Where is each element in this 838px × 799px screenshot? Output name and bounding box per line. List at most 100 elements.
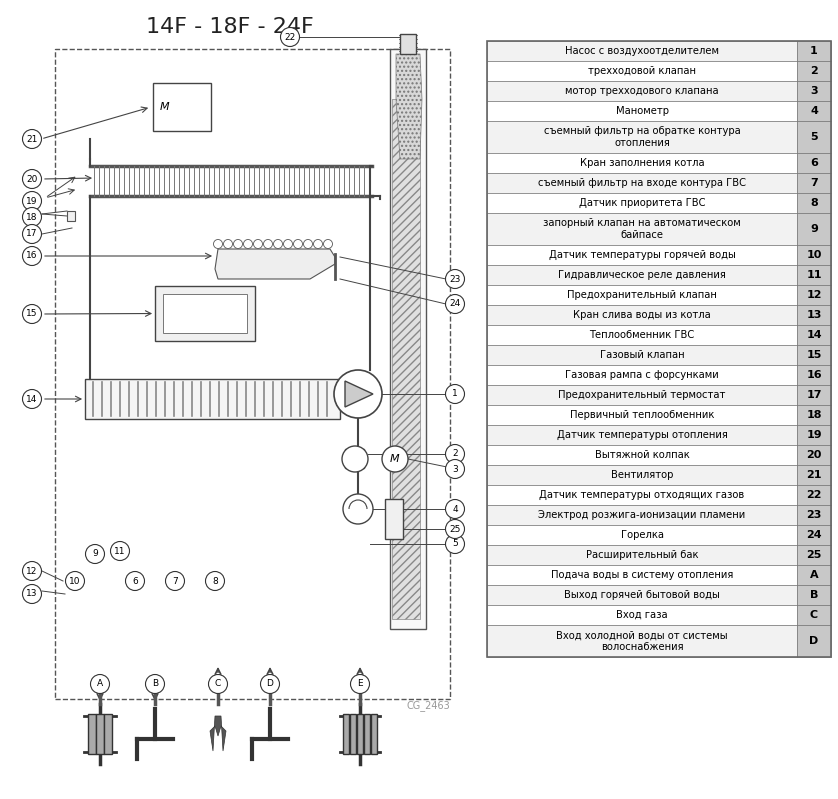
Bar bbox=[487, 245, 797, 265]
Text: 6: 6 bbox=[810, 158, 818, 168]
Text: 13: 13 bbox=[806, 310, 822, 320]
Circle shape bbox=[446, 499, 464, 519]
Text: 20: 20 bbox=[806, 450, 822, 460]
Bar bbox=[357, 714, 363, 754]
Bar bbox=[390, 49, 426, 629]
Bar bbox=[487, 625, 797, 657]
Text: 24: 24 bbox=[806, 530, 822, 540]
Text: Вентилятор: Вентилятор bbox=[611, 470, 673, 480]
Text: 11: 11 bbox=[806, 270, 822, 280]
Circle shape bbox=[165, 571, 184, 590]
Text: 13: 13 bbox=[26, 590, 38, 598]
Text: трехходовой клапан: трехходовой клапан bbox=[588, 66, 696, 76]
Bar bbox=[487, 565, 797, 585]
Text: 10: 10 bbox=[806, 250, 822, 260]
Bar bbox=[487, 61, 797, 81]
Text: Газовая рампа с форсунками: Газовая рампа с форсунками bbox=[565, 370, 719, 380]
Text: Предохранительный клапан: Предохранительный клапан bbox=[567, 290, 717, 300]
Bar bbox=[797, 525, 831, 545]
Bar bbox=[797, 81, 831, 101]
Bar bbox=[797, 193, 831, 213]
Circle shape bbox=[23, 169, 42, 189]
Circle shape bbox=[261, 674, 280, 694]
Bar bbox=[797, 545, 831, 565]
Bar bbox=[487, 121, 797, 153]
Bar bbox=[797, 245, 831, 265]
Bar bbox=[487, 101, 797, 121]
Bar bbox=[487, 285, 797, 305]
Text: B: B bbox=[152, 679, 158, 689]
Circle shape bbox=[111, 542, 130, 561]
Circle shape bbox=[23, 129, 42, 149]
Text: A: A bbox=[97, 679, 103, 689]
Circle shape bbox=[283, 240, 292, 248]
Circle shape bbox=[209, 674, 227, 694]
Bar bbox=[371, 714, 377, 754]
Bar bbox=[797, 345, 831, 365]
Circle shape bbox=[281, 27, 299, 46]
Circle shape bbox=[293, 240, 303, 248]
Circle shape bbox=[446, 269, 464, 288]
Text: съемный фильтр на входе контура ГВС: съемный фильтр на входе контура ГВС bbox=[538, 178, 746, 188]
Bar bbox=[797, 585, 831, 605]
Bar bbox=[487, 585, 797, 605]
Bar bbox=[797, 121, 831, 153]
Text: 1: 1 bbox=[453, 389, 458, 399]
Text: 10: 10 bbox=[70, 577, 80, 586]
Text: 16: 16 bbox=[806, 370, 822, 380]
Text: CG_2463: CG_2463 bbox=[406, 700, 450, 711]
Circle shape bbox=[342, 446, 368, 472]
Text: 17: 17 bbox=[806, 390, 822, 400]
Text: Вход газа: Вход газа bbox=[616, 610, 668, 620]
Text: мотор трехходового клапана: мотор трехходового клапана bbox=[565, 86, 719, 96]
Text: Газовый клапан: Газовый клапан bbox=[600, 350, 685, 360]
Text: 11: 11 bbox=[114, 547, 126, 555]
Circle shape bbox=[446, 459, 464, 479]
Text: Датчик температуры отходящих газов: Датчик температуры отходящих газов bbox=[540, 490, 745, 500]
Text: 15: 15 bbox=[26, 309, 38, 319]
Text: 6: 6 bbox=[132, 577, 138, 586]
Text: 22: 22 bbox=[806, 490, 822, 500]
Text: Датчик температуры отопления: Датчик температуры отопления bbox=[556, 430, 727, 440]
Text: 4: 4 bbox=[453, 504, 458, 514]
Circle shape bbox=[146, 674, 164, 694]
Text: 20: 20 bbox=[26, 174, 38, 184]
Bar bbox=[487, 345, 797, 365]
Text: 5: 5 bbox=[810, 132, 818, 142]
Text: A: A bbox=[810, 570, 819, 580]
Text: 16: 16 bbox=[26, 252, 38, 260]
Bar bbox=[104, 714, 112, 754]
Text: 24: 24 bbox=[449, 300, 461, 308]
Text: D: D bbox=[266, 679, 273, 689]
Circle shape bbox=[382, 446, 408, 472]
Text: Предохранительный термостат: Предохранительный термостат bbox=[558, 390, 726, 400]
Circle shape bbox=[23, 192, 42, 210]
Bar bbox=[163, 294, 247, 333]
Polygon shape bbox=[210, 716, 226, 751]
Circle shape bbox=[23, 247, 42, 265]
Bar bbox=[487, 153, 797, 173]
Bar bbox=[797, 605, 831, 625]
Bar bbox=[487, 485, 797, 505]
Bar bbox=[797, 405, 831, 425]
Text: 1: 1 bbox=[810, 46, 818, 56]
Bar bbox=[487, 405, 797, 425]
Bar bbox=[155, 286, 255, 341]
Circle shape bbox=[205, 571, 225, 590]
Text: 21: 21 bbox=[806, 470, 822, 480]
Bar bbox=[67, 211, 75, 221]
Bar bbox=[487, 213, 797, 245]
Bar bbox=[797, 505, 831, 525]
Text: Теплообменник ГВС: Теплообменник ГВС bbox=[589, 330, 695, 340]
Polygon shape bbox=[345, 381, 373, 407]
Text: 7: 7 bbox=[810, 178, 818, 188]
Bar bbox=[797, 213, 831, 245]
Circle shape bbox=[23, 304, 42, 324]
Text: 2: 2 bbox=[453, 450, 458, 459]
Circle shape bbox=[224, 240, 232, 248]
Text: 25: 25 bbox=[806, 550, 822, 560]
Bar bbox=[400, 34, 416, 54]
Text: 25: 25 bbox=[449, 524, 461, 534]
Bar bbox=[797, 565, 831, 585]
Bar bbox=[797, 425, 831, 445]
